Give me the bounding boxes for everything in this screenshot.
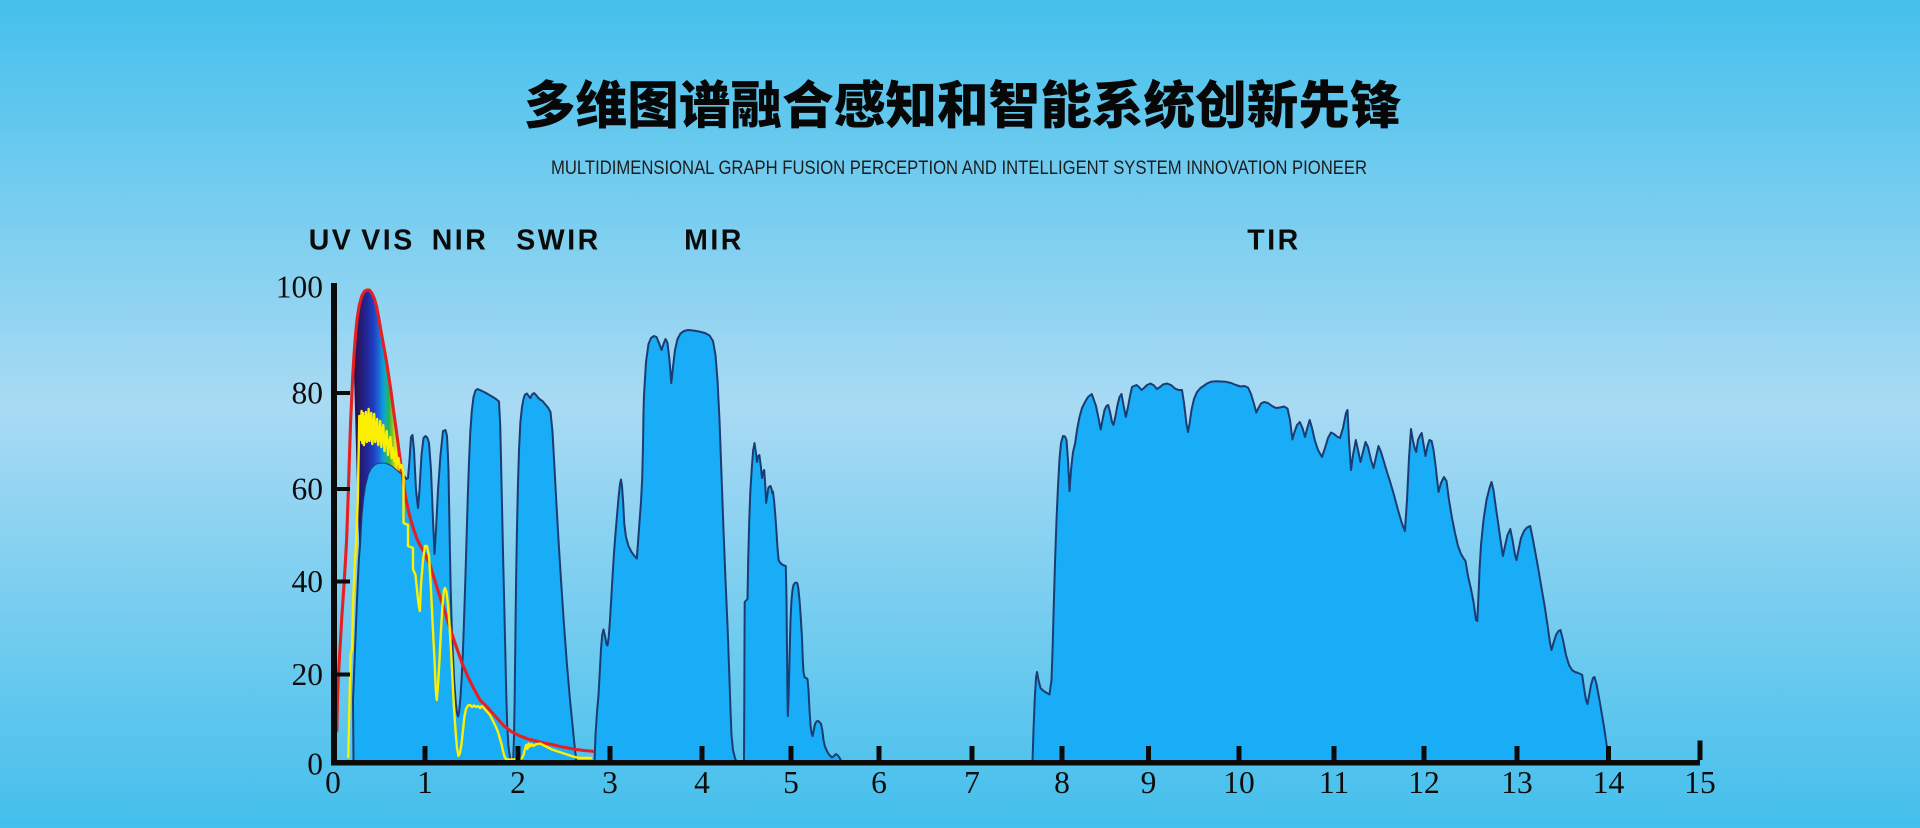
svg-text:80: 80 xyxy=(292,376,324,411)
svg-text:1: 1 xyxy=(417,765,433,800)
svg-text:13: 13 xyxy=(1501,765,1533,800)
svg-text:12: 12 xyxy=(1408,765,1440,800)
svg-text:100: 100 xyxy=(276,270,323,305)
svg-text:2: 2 xyxy=(510,765,526,800)
svg-text:14: 14 xyxy=(1593,765,1625,800)
svg-text:5: 5 xyxy=(783,765,799,800)
svg-text:0: 0 xyxy=(307,747,323,782)
svg-text:NIR: NIR xyxy=(432,225,489,257)
svg-text:40: 40 xyxy=(292,564,324,599)
svg-text:UV: UV xyxy=(309,225,354,257)
svg-text:0: 0 xyxy=(325,765,341,800)
svg-text:10: 10 xyxy=(1223,765,1255,800)
svg-text:MULTIDIMENSIONAL GRAPH FUSION: MULTIDIMENSIONAL GRAPH FUSION PERCEPTION… xyxy=(551,157,1367,179)
svg-text:11: 11 xyxy=(1319,765,1349,800)
svg-text:VIS: VIS xyxy=(361,225,414,257)
svg-text:15: 15 xyxy=(1684,765,1716,800)
svg-text:MIR: MIR xyxy=(684,225,744,257)
svg-text:3: 3 xyxy=(602,765,618,800)
svg-text:20: 20 xyxy=(292,657,324,692)
svg-text:TIR: TIR xyxy=(1247,225,1300,257)
svg-text:8: 8 xyxy=(1054,765,1070,800)
svg-text:4: 4 xyxy=(694,765,710,800)
svg-text:SWIR: SWIR xyxy=(516,225,600,257)
svg-text:60: 60 xyxy=(292,472,324,507)
svg-text:6: 6 xyxy=(871,765,887,800)
svg-text:9: 9 xyxy=(1141,765,1157,800)
svg-text:7: 7 xyxy=(964,765,980,800)
